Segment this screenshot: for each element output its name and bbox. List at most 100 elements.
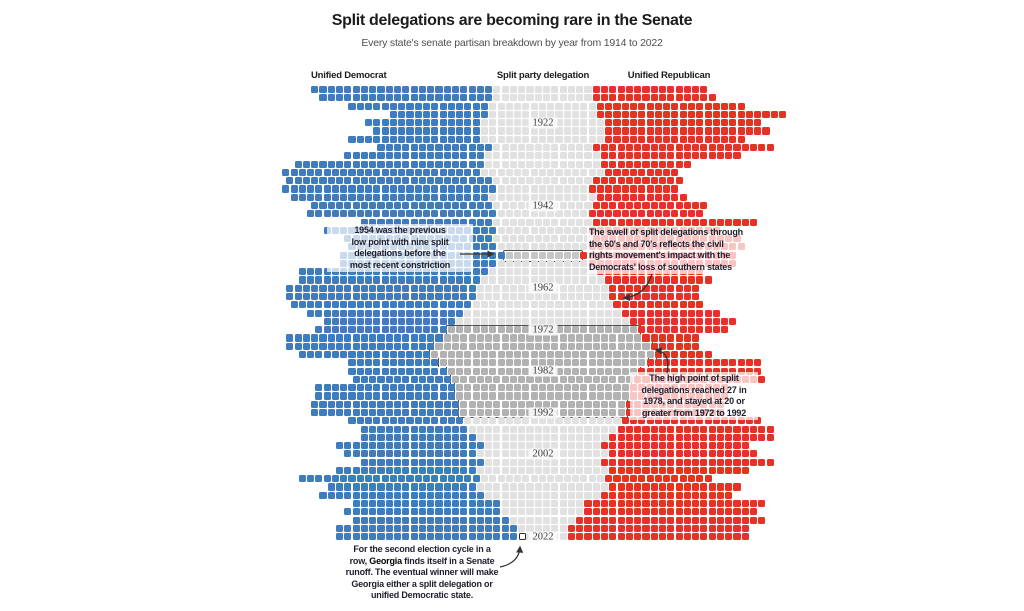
split-square-1988 bbox=[596, 392, 604, 400]
republican-square-1944 bbox=[621, 210, 629, 218]
split-square-1956 bbox=[538, 259, 547, 268]
republican-square-2000 bbox=[617, 442, 625, 450]
split-square-1944 bbox=[538, 210, 547, 218]
democrat-square-2000 bbox=[476, 442, 484, 450]
split-square-1988 bbox=[621, 392, 629, 400]
republican-square-2018 bbox=[750, 516, 758, 524]
democrat-square-1978 bbox=[298, 351, 306, 359]
democrat-square-1942 bbox=[485, 201, 493, 210]
split-square-1984 bbox=[559, 375, 567, 383]
split-square-1930 bbox=[576, 152, 584, 160]
democrat-square-2016 bbox=[485, 508, 493, 516]
split-square-1916 bbox=[567, 94, 575, 102]
democrat-square-1938 bbox=[348, 185, 356, 193]
democrat-square-2008 bbox=[331, 475, 340, 483]
split-square-1958 bbox=[497, 268, 505, 276]
democrat-square-1928 bbox=[476, 144, 484, 152]
republican-square-1932 bbox=[609, 160, 617, 168]
split-square-1928 bbox=[518, 144, 526, 152]
split-square-1978 bbox=[497, 351, 505, 359]
democrat-square-1942 bbox=[344, 201, 352, 210]
split-square-2008 bbox=[555, 475, 563, 483]
split-square-2020 bbox=[543, 524, 551, 532]
split-square-1986 bbox=[563, 384, 571, 392]
split-square-1932 bbox=[485, 160, 493, 168]
split-square-1974 bbox=[601, 334, 609, 342]
democrat-square-1944 bbox=[373, 210, 381, 218]
split-square-1988 bbox=[522, 392, 530, 400]
democrat-square-1940 bbox=[464, 193, 472, 201]
split-square-1976 bbox=[609, 342, 617, 350]
republican-square-1972 bbox=[646, 326, 654, 334]
democrat-square-2008 bbox=[456, 475, 464, 483]
split-square-2004 bbox=[551, 458, 559, 466]
democrat-square-1966 bbox=[365, 301, 373, 309]
democrat-square-1938 bbox=[431, 185, 439, 193]
split-square-1924 bbox=[555, 127, 563, 135]
republican-square-1936 bbox=[634, 177, 642, 185]
democrat-square-1938 bbox=[489, 185, 497, 193]
republican-square-1994 bbox=[663, 417, 671, 425]
republican-square-1926 bbox=[721, 135, 729, 143]
republican-square-2004 bbox=[733, 458, 741, 466]
split-square-1988 bbox=[489, 392, 497, 400]
democrat-square-1962 bbox=[451, 284, 460, 292]
democrat-square-1938 bbox=[389, 185, 397, 193]
split-square-1970 bbox=[530, 317, 538, 325]
democrat-square-1914 bbox=[319, 86, 327, 94]
republican-square-1918 bbox=[687, 102, 696, 110]
democrat-square-1968 bbox=[331, 309, 340, 317]
split-square-2006 bbox=[567, 466, 575, 475]
democrat-square-1942 bbox=[327, 201, 335, 210]
split-square-1964 bbox=[526, 293, 534, 301]
republican-square-2018 bbox=[716, 516, 725, 524]
republican-square-1970 bbox=[629, 317, 638, 325]
democrat-square-1974 bbox=[327, 334, 335, 342]
democrat-square-2004 bbox=[394, 458, 402, 466]
split-square-2010 bbox=[567, 483, 575, 491]
split-square-1976 bbox=[617, 342, 625, 350]
democrat-square-1942 bbox=[443, 201, 451, 210]
democrat-square-1964 bbox=[468, 293, 476, 301]
democrat-square-1988 bbox=[398, 392, 406, 400]
republican-square-2016 bbox=[625, 508, 633, 516]
split-square-1958 bbox=[530, 268, 538, 276]
republican-square-2000 bbox=[675, 442, 683, 450]
democrat-square-1960 bbox=[398, 276, 406, 284]
democrat-square-1938 bbox=[282, 185, 290, 193]
split-square-1976 bbox=[567, 342, 575, 350]
split-square-2022 bbox=[559, 533, 567, 541]
split-square-1994 bbox=[572, 417, 580, 425]
republican-square-1930 bbox=[683, 152, 691, 160]
split-square-1924 bbox=[572, 127, 580, 135]
split-square-1978 bbox=[456, 351, 464, 359]
republican-square-1920 bbox=[671, 110, 679, 118]
republican-square-2000 bbox=[625, 442, 633, 450]
republican-square-1998 bbox=[725, 433, 733, 441]
democrat-square-1934 bbox=[447, 168, 455, 176]
republican-square-1920 bbox=[696, 110, 704, 118]
split-square-1968 bbox=[530, 309, 538, 317]
split-square-1994 bbox=[605, 417, 613, 425]
republican-square-2018 bbox=[625, 516, 633, 524]
republican-square-1994 bbox=[671, 417, 679, 425]
republican-square-1998 bbox=[750, 433, 758, 441]
republican-square-1920 bbox=[596, 110, 604, 118]
republican-square-1936 bbox=[617, 177, 625, 185]
republican-square-1922 bbox=[721, 119, 729, 127]
republican-square-1924 bbox=[638, 127, 646, 135]
democrat-square-1970 bbox=[373, 317, 381, 325]
democrat-square-1918 bbox=[456, 102, 464, 110]
republican-square-1936 bbox=[601, 177, 609, 185]
democrat-square-1964 bbox=[352, 293, 360, 301]
democrat-square-1928 bbox=[451, 144, 460, 152]
republican-square-2006 bbox=[667, 466, 675, 475]
democrat-square-2006 bbox=[377, 466, 385, 475]
republican-square-1924 bbox=[621, 127, 629, 135]
chart-title: Split delegations are becoming rare in t… bbox=[331, 12, 693, 29]
republican-square-2018 bbox=[650, 516, 658, 524]
democrat-square-1932 bbox=[476, 160, 484, 168]
democrat-square-1944 bbox=[464, 210, 472, 218]
split-square-1982 bbox=[489, 367, 497, 375]
republican-square-2006 bbox=[683, 466, 691, 475]
